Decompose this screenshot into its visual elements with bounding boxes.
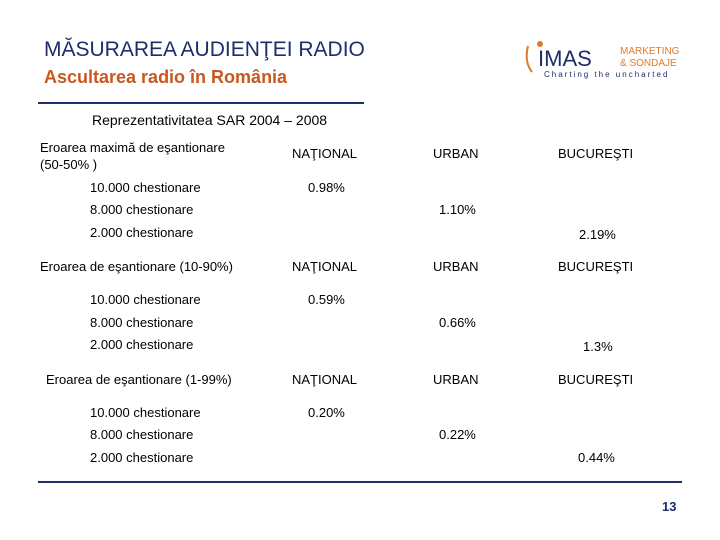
block-label-line1: Eroarea maximă de eşantionare xyxy=(40,140,225,155)
column-national: NAŢIONAL xyxy=(292,372,358,387)
block-label: Eroarea de eşantionare (1-99%) xyxy=(46,372,232,387)
section-title: Reprezentativitatea SAR 2004 – 2008 xyxy=(92,112,328,128)
column-urban: URBAN xyxy=(433,146,479,161)
row-label: 2.000 chestionare xyxy=(90,450,194,465)
column-bucuresti: BUCUREŞTI xyxy=(558,372,634,387)
row-label: 8.000 chestionare xyxy=(90,202,194,217)
row-value: 0.20% xyxy=(308,405,345,420)
column-national: NAŢIONAL xyxy=(292,259,358,274)
row-value: 1.3% xyxy=(583,339,613,354)
row-label: 2.000 chestionare xyxy=(90,225,194,240)
row-value: 1.10% xyxy=(439,202,476,217)
column-urban: URBAN xyxy=(433,259,479,274)
page-number: 13 xyxy=(662,499,677,514)
row-value: 0.44% xyxy=(578,450,615,465)
logo-tagline: Charting the uncharted xyxy=(544,70,669,79)
imas-logo-graphic: IMAS MARKETING & SONDAJE Charting the un… xyxy=(525,41,680,79)
column-urban: URBAN xyxy=(433,372,479,387)
block-label-line2: (50-50% ) xyxy=(40,157,98,172)
page-title: MĂSURAREA AUDIENŢEI RADIO xyxy=(44,38,365,61)
block-label: Eroarea de eşantionare (10-90%) xyxy=(40,259,233,274)
block-label: Eroarea maximă de eşantionare (50-50% ) xyxy=(40,139,225,173)
row-value: 0.66% xyxy=(439,315,476,330)
row-value: 0.22% xyxy=(439,427,476,442)
row-label: 8.000 chestionare xyxy=(90,427,194,442)
imas-logo: IMAS MARKETING & SONDAJE Charting the un… xyxy=(522,38,682,80)
footer-divider xyxy=(38,481,682,483)
column-national: NAŢIONAL xyxy=(292,146,358,161)
column-bucuresti: BUCUREŞTI xyxy=(558,259,634,274)
row-label: 2.000 chestionare xyxy=(90,337,194,352)
logo-brand: IMAS xyxy=(538,46,592,71)
column-bucuresti: BUCUREŞTI xyxy=(558,146,634,161)
row-value: 2.19% xyxy=(579,227,616,242)
row-label: 10.000 chestionare xyxy=(90,180,201,195)
row-label: 10.000 chestionare xyxy=(90,405,201,420)
header-divider xyxy=(38,102,364,104)
logo-line2: & SONDAJE xyxy=(620,58,677,69)
row-label: 8.000 chestionare xyxy=(90,315,194,330)
page-subtitle: Ascultarea radio în România xyxy=(44,67,288,87)
logo-line1: MARKETING xyxy=(620,46,680,57)
row-label: 10.000 chestionare xyxy=(90,292,201,307)
row-value: 0.59% xyxy=(308,292,345,307)
row-value: 0.98% xyxy=(308,180,345,195)
